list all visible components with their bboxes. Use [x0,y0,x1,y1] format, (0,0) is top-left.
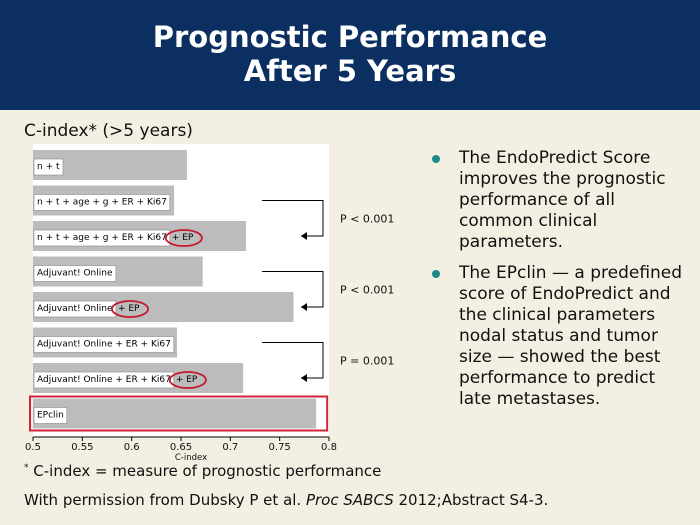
bracket-arrow-icon [301,303,307,311]
bar-label-box [33,229,171,247]
bar-label: EPclin [37,411,64,421]
bar-label: Adjuvant! Online [37,269,113,279]
footnote-text: C-index = measure of prognostic performa… [28,462,382,480]
bracket-line [262,200,324,237]
bullet-text: The EndoPredict Score improves the progn… [459,148,666,252]
bracket-line [262,342,324,379]
bar-label-box [33,265,117,282]
highlight-box [29,395,329,432]
bullet-dot-icon [432,155,440,163]
bar-label: Adjuvant! Online [37,304,113,314]
bar-group: Adjuvant! Online + ER + Ki67 [33,327,178,358]
bar-label: n + t + age + g + ER + Ki67 [37,198,167,208]
x-tick-label: 0.7 [222,442,238,453]
bar-group: Adjuvant! Online + EP [33,292,294,322]
bar-label-box [33,407,68,424]
ep-circle [111,300,149,318]
bullet-dot-icon [432,270,440,278]
chart-subtitle: C-index* (>5 years) [24,121,193,141]
p-value-label: P = 0.001 [340,354,394,367]
ep-circle [168,371,207,389]
bar-label: n + t + age + g + ER + Ki67 [37,233,167,243]
title-line-1: Prognostic Performance [152,20,548,54]
bracket-arrow-icon [301,374,307,382]
bullet-item: The EPclin — a predefined score of EndoP… [432,263,692,410]
footnote: * C-index = measure of prognostic perfor… [24,462,381,480]
x-tick-label: 0.65 [170,442,192,453]
bullet-item: The EndoPredict Score improves the progn… [432,148,692,253]
bar-group: n + t + age + g + ER + Ki67 + EP [33,221,247,251]
title-banner: Prognostic Performance After 5 Years [0,0,700,110]
footnote-marker: * [24,463,29,473]
bar-label-box [33,371,175,389]
bar [33,398,317,429]
ep-suffix-label: + EP [172,233,194,243]
credit-prefix: With permission from Dubsky P et al. [24,491,306,509]
ep-suffix-label: + EP [118,304,140,314]
bullet-list: The EndoPredict Score improves the progn… [432,148,692,420]
x-tick-label: 0.5 [25,442,41,453]
ep-suffix-label: + EP [176,375,198,385]
p-value-label: P < 0.001 [340,283,394,296]
bar-group: n + t + age + g + ER + Ki67 [33,185,175,216]
p-value-label: P < 0.001 [340,212,394,225]
x-axis-label: C-index [175,453,207,460]
bracket-line [262,271,324,308]
bar-label-box [33,194,171,211]
bar-label-box [33,300,117,318]
bar-label-box [33,158,64,176]
comparison-bracket: P = 0.001 [262,342,394,382]
bar-label: Adjuvant! Online + ER + Ki67 [37,340,171,350]
slide-title: Prognostic Performance After 5 Years [0,20,700,88]
x-tick-label: 0.6 [124,442,140,453]
x-tick-label: 0.55 [71,442,93,453]
bar-label: Adjuvant! Online + ER + Ki67 [37,375,171,385]
bar-label: n + t [37,162,60,172]
bar-group: Adjuvant! Online + ER + Ki67 + EP [33,363,244,393]
comparison-bracket: P < 0.001 [262,271,394,311]
bracket-arrow-icon [301,232,307,240]
x-tick-label: 0.75 [269,442,291,453]
ep-circle [164,229,203,247]
bullet-text: The EPclin — a predefined score of EndoP… [459,263,683,409]
bar-label-box [33,336,175,353]
credit-suffix: 2012;Abstract S4-3. [393,491,549,509]
source-credit: With permission from Dubsky P et al. Pro… [24,491,548,509]
credit-journal: Proc SABCS [305,491,394,509]
bar-group: Adjuvant! Online [33,256,203,287]
x-tick-label: 0.8 [321,442,337,453]
bar-group: n + t [33,150,187,180]
bar-group: EPclin [33,398,317,429]
title-line-2: After 5 Years [243,54,457,88]
comparison-bracket: P < 0.001 [262,200,394,240]
